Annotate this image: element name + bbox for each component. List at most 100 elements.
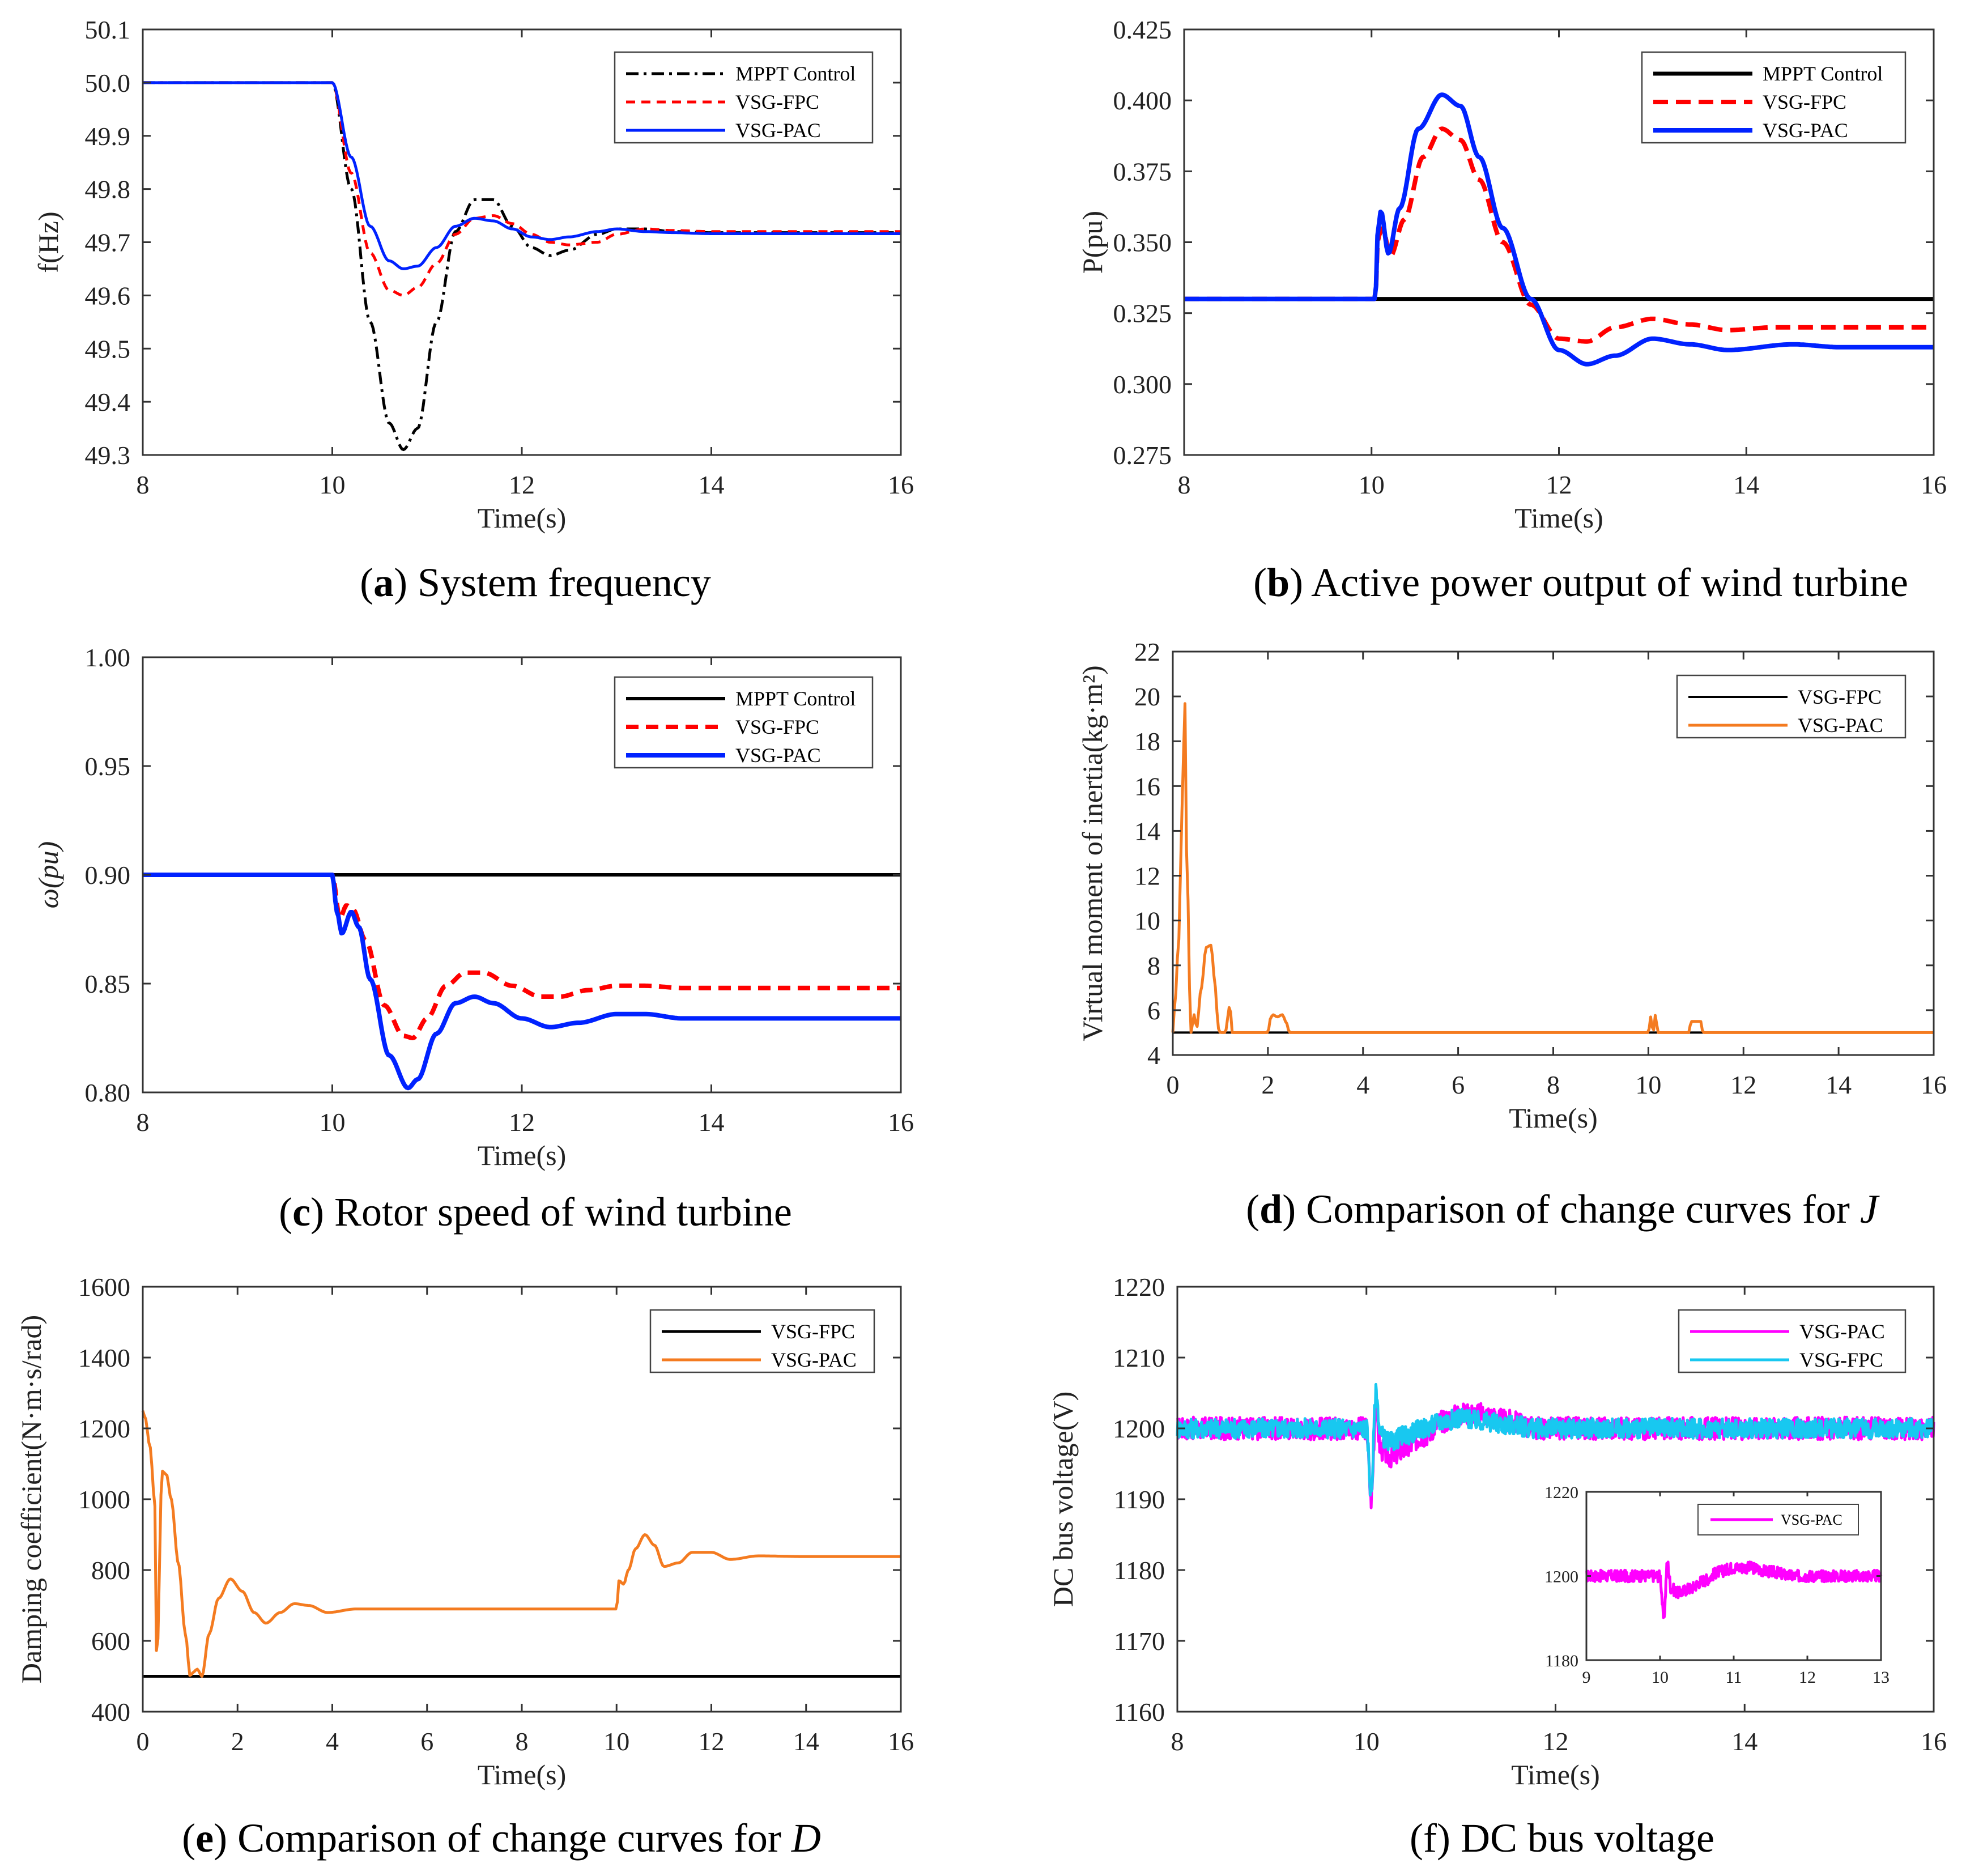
- legend: MPPT Control VSG-FPC VSG-PAC: [614, 676, 874, 769]
- caption-text: (f) DC bus voltage: [1410, 1815, 1714, 1861]
- y-axis-label: DC bus voltage(V): [1047, 1392, 1079, 1607]
- y-tick-label: 0.300: [1113, 370, 1172, 399]
- x-tick-label: 10: [1359, 470, 1385, 499]
- legend-box: [614, 51, 874, 144]
- caption-letter: e: [195, 1815, 214, 1861]
- panel-caption: (f) DC bus voltage: [1410, 1815, 1714, 1861]
- legend-label: VSG-PAC: [1763, 119, 1848, 142]
- x-tick-label: 14: [793, 1727, 819, 1756]
- x-tick-label: 2: [231, 1727, 244, 1756]
- x-tick-label: 16: [1921, 1070, 1947, 1099]
- legend: VSG-FPC VSG-PAC: [1676, 674, 1907, 739]
- legend-label: MPPT Control: [735, 62, 856, 85]
- x-axis-label: Time(s): [1509, 1102, 1598, 1134]
- x-tick-label: 10: [1354, 1727, 1380, 1756]
- y-tick-label: 22: [1134, 637, 1160, 666]
- x-tick-label: 4: [326, 1727, 339, 1756]
- y-tick-label: 1190: [1114, 1485, 1165, 1514]
- y-tick-label: 0.350: [1113, 228, 1172, 257]
- y-tick-label: 0.375: [1113, 157, 1172, 186]
- caption-text: Comparison of change curves for: [1296, 1186, 1860, 1232]
- caption-paren: (: [182, 1815, 195, 1861]
- x-tick-label: 2: [1261, 1070, 1274, 1099]
- y-tick-label: 1210: [1113, 1343, 1165, 1372]
- y-tick-label: 1.00: [85, 643, 131, 672]
- legend-box: [1676, 674, 1907, 739]
- series-group: [1171, 702, 1934, 1034]
- chart-panel-c: 8 10 12 14 16 0.80 0.85 0.90 0.95 1.00 MPPT Contro…: [32, 643, 914, 1235]
- y-axis-label: f(Hz): [32, 211, 64, 273]
- legend-label: VSG-FPC: [1798, 686, 1882, 708]
- x-tick-label: 16: [888, 1727, 914, 1756]
- y-tick-label: 600: [91, 1627, 130, 1656]
- x-tick-label: 14: [699, 470, 725, 499]
- y-axis-label: Virtual moment of inertia(kg·m²): [1076, 665, 1108, 1041]
- y-tick-label: 0.275: [1113, 441, 1172, 470]
- caption-paren: ): [394, 560, 407, 605]
- y-tick-label: 1400: [78, 1343, 130, 1372]
- y-tick-label: 1160: [1114, 1698, 1165, 1726]
- legend-label: VSG-FPC: [1799, 1348, 1883, 1371]
- x-tick-label: 0: [1167, 1070, 1180, 1099]
- caption-paren: (: [279, 1189, 292, 1235]
- series-group: [142, 873, 902, 1091]
- legend-label: MPPT Control: [1763, 62, 1883, 85]
- y-tick-label: 1180: [1545, 1652, 1578, 1670]
- legend-label: VSG-FPC: [1763, 91, 1846, 113]
- y-tick-label: 12: [1134, 862, 1160, 891]
- y-tick-label: 14: [1134, 816, 1160, 845]
- y-tick-label: 0.90: [85, 861, 131, 890]
- x-tick-label: 9: [1582, 1668, 1591, 1687]
- x-tick-label: 14: [1731, 1727, 1758, 1756]
- x-tick-label: 14: [1825, 1070, 1852, 1099]
- caption-text: Active power output of wind turbine: [1303, 560, 1908, 605]
- x-tick-label: 10: [320, 1108, 346, 1137]
- series-line-vsg-pac: [143, 81, 901, 270]
- legend-label: VSG-PAC: [1781, 1512, 1842, 1528]
- caption-paren: ): [1290, 560, 1303, 605]
- legend-label: VSG-FPC: [771, 1320, 855, 1343]
- legend-label: VSG-FPC: [735, 716, 819, 738]
- y-tick-label: 49.6: [85, 281, 131, 310]
- x-tick-label: 16: [1921, 1727, 1947, 1756]
- y-axis-label: ω(pu): [32, 841, 64, 909]
- x-tick-label: 16: [888, 470, 914, 499]
- y-axis-label: P(pu): [1076, 211, 1108, 274]
- y-tick-label: 1220: [1113, 1273, 1165, 1301]
- series-line-vsg-fpc: [1176, 1382, 1935, 1497]
- x-tick-label: 12: [509, 1108, 535, 1137]
- legend-label: VSG-PAC: [1798, 714, 1883, 737]
- series-group: [1585, 1560, 1883, 1619]
- caption-paren: ): [214, 1815, 227, 1861]
- x-axis-label: Time(s): [478, 1139, 567, 1171]
- legend-label: VSG-PAC: [1799, 1320, 1885, 1343]
- y-tick-label: 0.400: [1113, 86, 1172, 115]
- caption-paren: (: [360, 560, 373, 605]
- y-tick-label: 18: [1134, 727, 1160, 756]
- x-axis-label: Time(s): [478, 502, 567, 534]
- y-tick-label: 49.9: [85, 122, 131, 151]
- y-tick-label: 0.85: [85, 969, 131, 998]
- y-tick-label: 0.80: [85, 1078, 131, 1107]
- y-tick-label: 1220: [1544, 1483, 1578, 1502]
- x-tick-label: 12: [1799, 1668, 1816, 1687]
- x-axis-label: Time(s): [1514, 502, 1603, 534]
- panel-caption: (c) Rotor speed of wind turbine: [279, 1189, 792, 1235]
- caption-paren: ): [1282, 1186, 1296, 1232]
- series-line-vsg-pac: [141, 1410, 901, 1678]
- y-tick-label: 49.5: [85, 334, 131, 363]
- x-tick-label: 8: [516, 1727, 529, 1756]
- legend-label: VSG-FPC: [735, 91, 819, 113]
- y-tick-label: 800: [91, 1556, 130, 1585]
- x-tick-label: 16: [1921, 470, 1947, 499]
- y-tick-label: 8: [1147, 951, 1160, 980]
- y-tick-label: 6: [1147, 996, 1160, 1025]
- caption-text: System frequency: [407, 560, 711, 605]
- x-tick-label: 8: [1547, 1070, 1560, 1099]
- legend: MPPT Control VSG-FPC VSG-PAC: [1641, 51, 1907, 144]
- panel-caption: (a) System frequency: [360, 560, 711, 605]
- x-tick-label: 12: [509, 470, 535, 499]
- y-tick-label: 1180: [1114, 1556, 1165, 1585]
- caption-symbol: D: [791, 1815, 821, 1861]
- panel-caption: (e) Comparison of change curves for D: [182, 1815, 821, 1861]
